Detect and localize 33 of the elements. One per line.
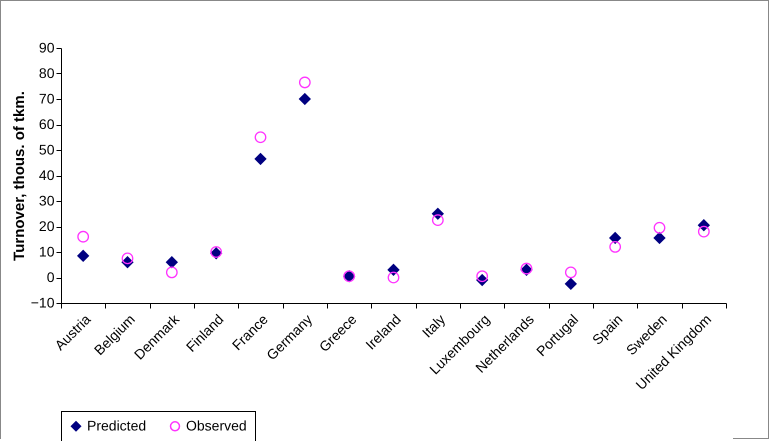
point [609,241,622,253]
y-tick-label: 10 [38,244,55,260]
point [122,252,134,264]
y-tick-label: 90 [38,40,55,56]
point [698,226,710,238]
y-tick-label: 30 [38,192,55,208]
y-tick-label: 80 [38,65,55,81]
point [298,76,311,88]
y-tick-label: 0 [46,269,55,285]
point [166,256,178,268]
point [654,222,666,234]
point [388,272,400,284]
y-tick-label: 70 [38,90,55,106]
point [654,232,666,244]
y-axis-title: Turnover, thous. of tkm. [10,91,28,261]
y-tick-label: 50 [38,142,55,158]
y-tick-label: 40 [38,167,55,183]
point [476,270,488,282]
point [432,214,444,226]
y-tick-label: −10 [30,294,55,310]
legend-label: Observed [186,417,247,434]
point [254,131,266,144]
point [77,230,90,243]
point [166,266,178,278]
point [564,278,577,290]
legend-label: Predicted [87,417,146,434]
point [254,153,266,165]
y-tick-label: 60 [38,116,55,132]
point [77,250,90,262]
point [298,93,311,105]
point [564,266,577,278]
point [609,232,622,244]
y-tick-label: 20 [38,218,55,234]
